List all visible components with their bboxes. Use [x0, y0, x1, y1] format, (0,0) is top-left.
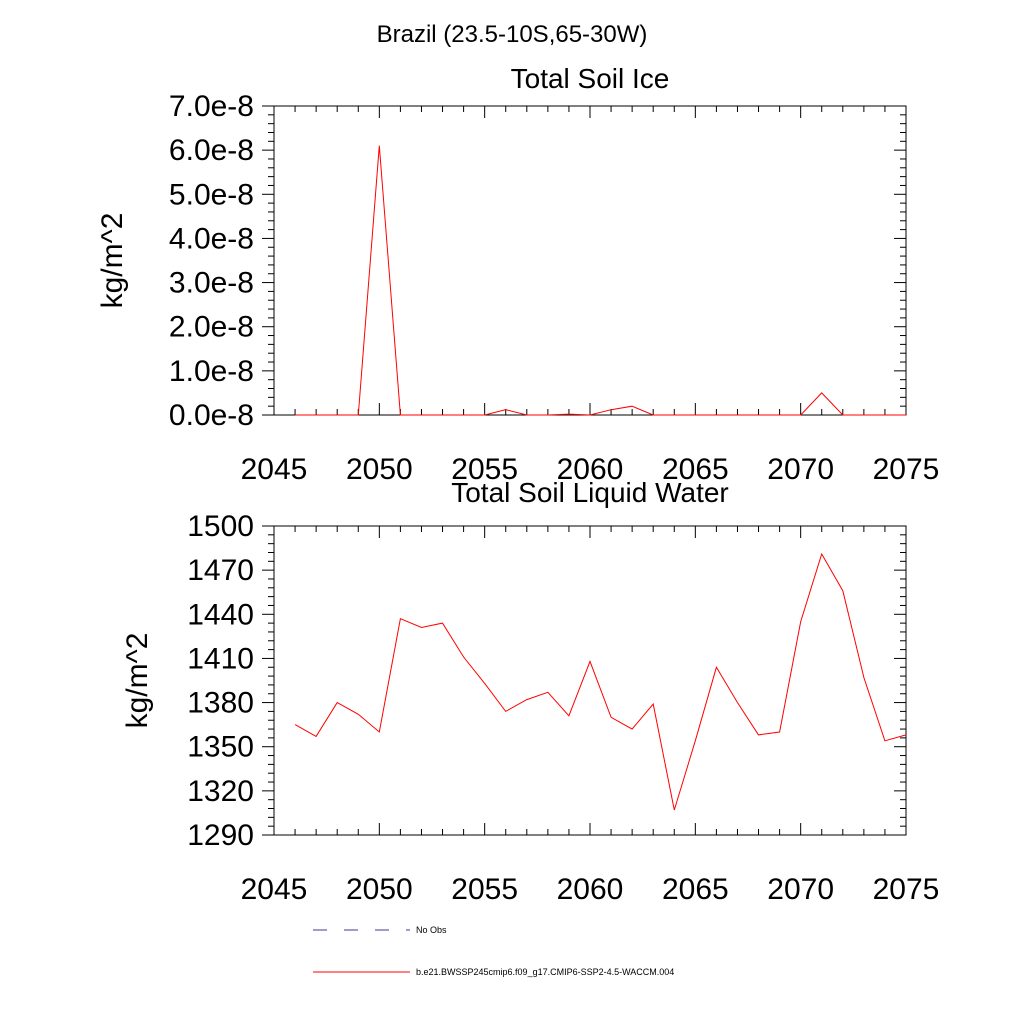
y-tick-label: 1320: [187, 775, 254, 808]
chart-title: Total Soil Ice: [511, 63, 670, 94]
y-axis-label: kg/m^2: [96, 213, 129, 309]
series-line: [294, 552, 907, 811]
chart-title: Total Soil Liquid Water: [451, 477, 729, 508]
x-tick-label: 2070: [767, 873, 834, 906]
y-tick-label: 2.0e-8: [169, 311, 254, 344]
x-tick-label: 2045: [241, 873, 308, 906]
x-tick-label: 2050: [346, 873, 413, 906]
x-tick-label: 2055: [451, 453, 518, 486]
y-tick-label: 3.0e-8: [169, 267, 254, 300]
legend-label-no-obs: No Obs: [416, 925, 447, 935]
y-tick-label: 1350: [187, 731, 254, 764]
x-tick-label: 2060: [557, 873, 624, 906]
y-tick-label: 5.0e-8: [169, 178, 254, 211]
y-axis-label: kg/m^2: [121, 633, 154, 729]
x-tick-label: 2060: [557, 453, 624, 486]
x-tick-label: 2070: [767, 453, 834, 486]
y-tick-label: 1410: [187, 642, 254, 675]
y-tick-label: 6.0e-8: [169, 134, 254, 167]
legend: No Obs b.e21.BWSSP245cmip6.f09_g17.CMIP6…: [313, 925, 674, 977]
panel-total-soil-ice: Total Soil Ice kg/m^2 2045 2050 2055 2060 2065…: [96, 63, 939, 486]
y-tick-label: 7.0e-8: [169, 90, 254, 123]
y-tick-label: 1440: [187, 598, 254, 631]
y-tick-label: 1500: [187, 510, 254, 543]
y-tick-label: 1.0e-8: [169, 355, 254, 388]
x-tick-label: 2065: [662, 453, 729, 486]
x-tick-label: 2055: [451, 873, 518, 906]
y-tick-label: 0.0e-8: [169, 399, 254, 432]
series-line: [295, 145, 906, 416]
x-tick-label: 2075: [873, 453, 940, 486]
x-tick-label: 2045: [241, 453, 308, 486]
x-tick-label: 2075: [873, 873, 940, 906]
figure-title: Brazil (23.5-10S,65-30W): [377, 21, 648, 48]
y-tick-label: 1380: [187, 687, 254, 720]
y-tick-label: 4.0e-8: [169, 222, 254, 255]
y-tick-label: 1290: [187, 819, 254, 852]
panel-total-soil-liquid-water: Total Soil Liquid Water kg/m^2 2045 2050 205…: [121, 477, 939, 906]
x-tick-label: 2050: [346, 453, 413, 486]
legend-label-model: b.e21.BWSSP245cmip6.f09_g17.CMIP6-SSP2-4…: [416, 967, 674, 977]
x-tick-label: 2065: [662, 873, 729, 906]
y-tick-label: 1470: [187, 554, 254, 587]
